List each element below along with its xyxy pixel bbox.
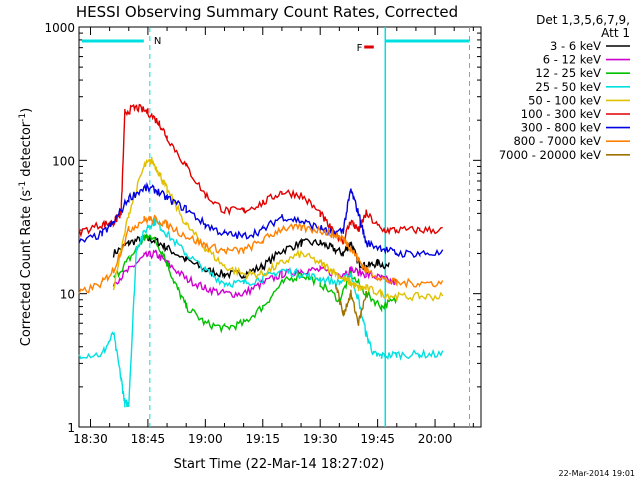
series-line <box>334 284 367 326</box>
series-line <box>112 156 444 302</box>
x-tick-label: 18:30 <box>73 432 108 446</box>
legend-label: 25 - 50 keV <box>535 80 601 94</box>
y-axis-label-superscript-1: -1 <box>18 181 28 190</box>
series-line <box>78 214 444 294</box>
legend-title-line-1: Det 1,3,5,6,7,9, <box>536 13 630 27</box>
x-tick-label: 19:30 <box>303 432 338 446</box>
legend-label: 300 - 800 keV <box>521 121 601 135</box>
x-axis-label: Start Time (22-Mar-14 18:27:02) <box>174 457 385 472</box>
x-tick-label: 19:45 <box>360 432 395 446</box>
x-tick-label: 20:00 <box>418 432 453 446</box>
y-axis-label-text: Corrected Count Rate (s <box>19 190 34 347</box>
legend-label: 50 - 100 keV <box>528 93 601 107</box>
series-layer <box>78 103 444 408</box>
legend-label: 100 - 300 keV <box>521 107 601 121</box>
y-axis-label: Corrected Count Rate (s-1 detector-1) <box>18 108 34 346</box>
axes-ticks: 18:30 18:45 19:00 19:15 19:30 19:45 20:00 1 10 10… <box>44 21 481 446</box>
f-label: F <box>357 43 363 54</box>
series-line <box>112 249 398 299</box>
legend-label: 7000 - 20000 keV <box>499 148 601 162</box>
series-line <box>78 103 443 245</box>
series-line <box>112 233 390 280</box>
plot-area: 18:30 18:45 19:00 19:15 19:30 19:45 20:00 1 10 10… <box>44 21 482 446</box>
x-tick-label: 19:15 <box>245 432 280 446</box>
x-tick-label: 18:45 <box>131 432 166 446</box>
y-tick-label: 1 <box>67 421 75 435</box>
series-line <box>78 216 444 408</box>
legend-label: 3 - 6 keV <box>550 39 601 53</box>
y-tick-label: 100 <box>52 154 75 168</box>
x-tick-label: 19:00 <box>188 432 223 446</box>
y-axis-label-text-mid: detector <box>19 121 34 181</box>
legend-label: 800 - 7000 keV <box>513 134 601 148</box>
y-tick-label: 10 <box>60 288 75 302</box>
y-tick-label: 1000 <box>44 21 75 35</box>
series-line <box>78 181 444 259</box>
chart-title: HESSI Observing Summary Count Rates, Cor… <box>76 3 458 21</box>
n-label: N <box>154 36 161 47</box>
legend-label: 6 - 12 keV <box>543 53 601 67</box>
y-axis-label-text-end: ) <box>19 108 34 113</box>
plot-frame <box>78 26 482 428</box>
y-axis-label-superscript-2: -1 <box>18 113 28 122</box>
footer-date: 22-Mar-2014 19:01 <box>559 469 636 478</box>
legend-label: 12 - 25 keV <box>535 66 601 80</box>
legend-title-line-2: Att 1 <box>601 26 630 40</box>
